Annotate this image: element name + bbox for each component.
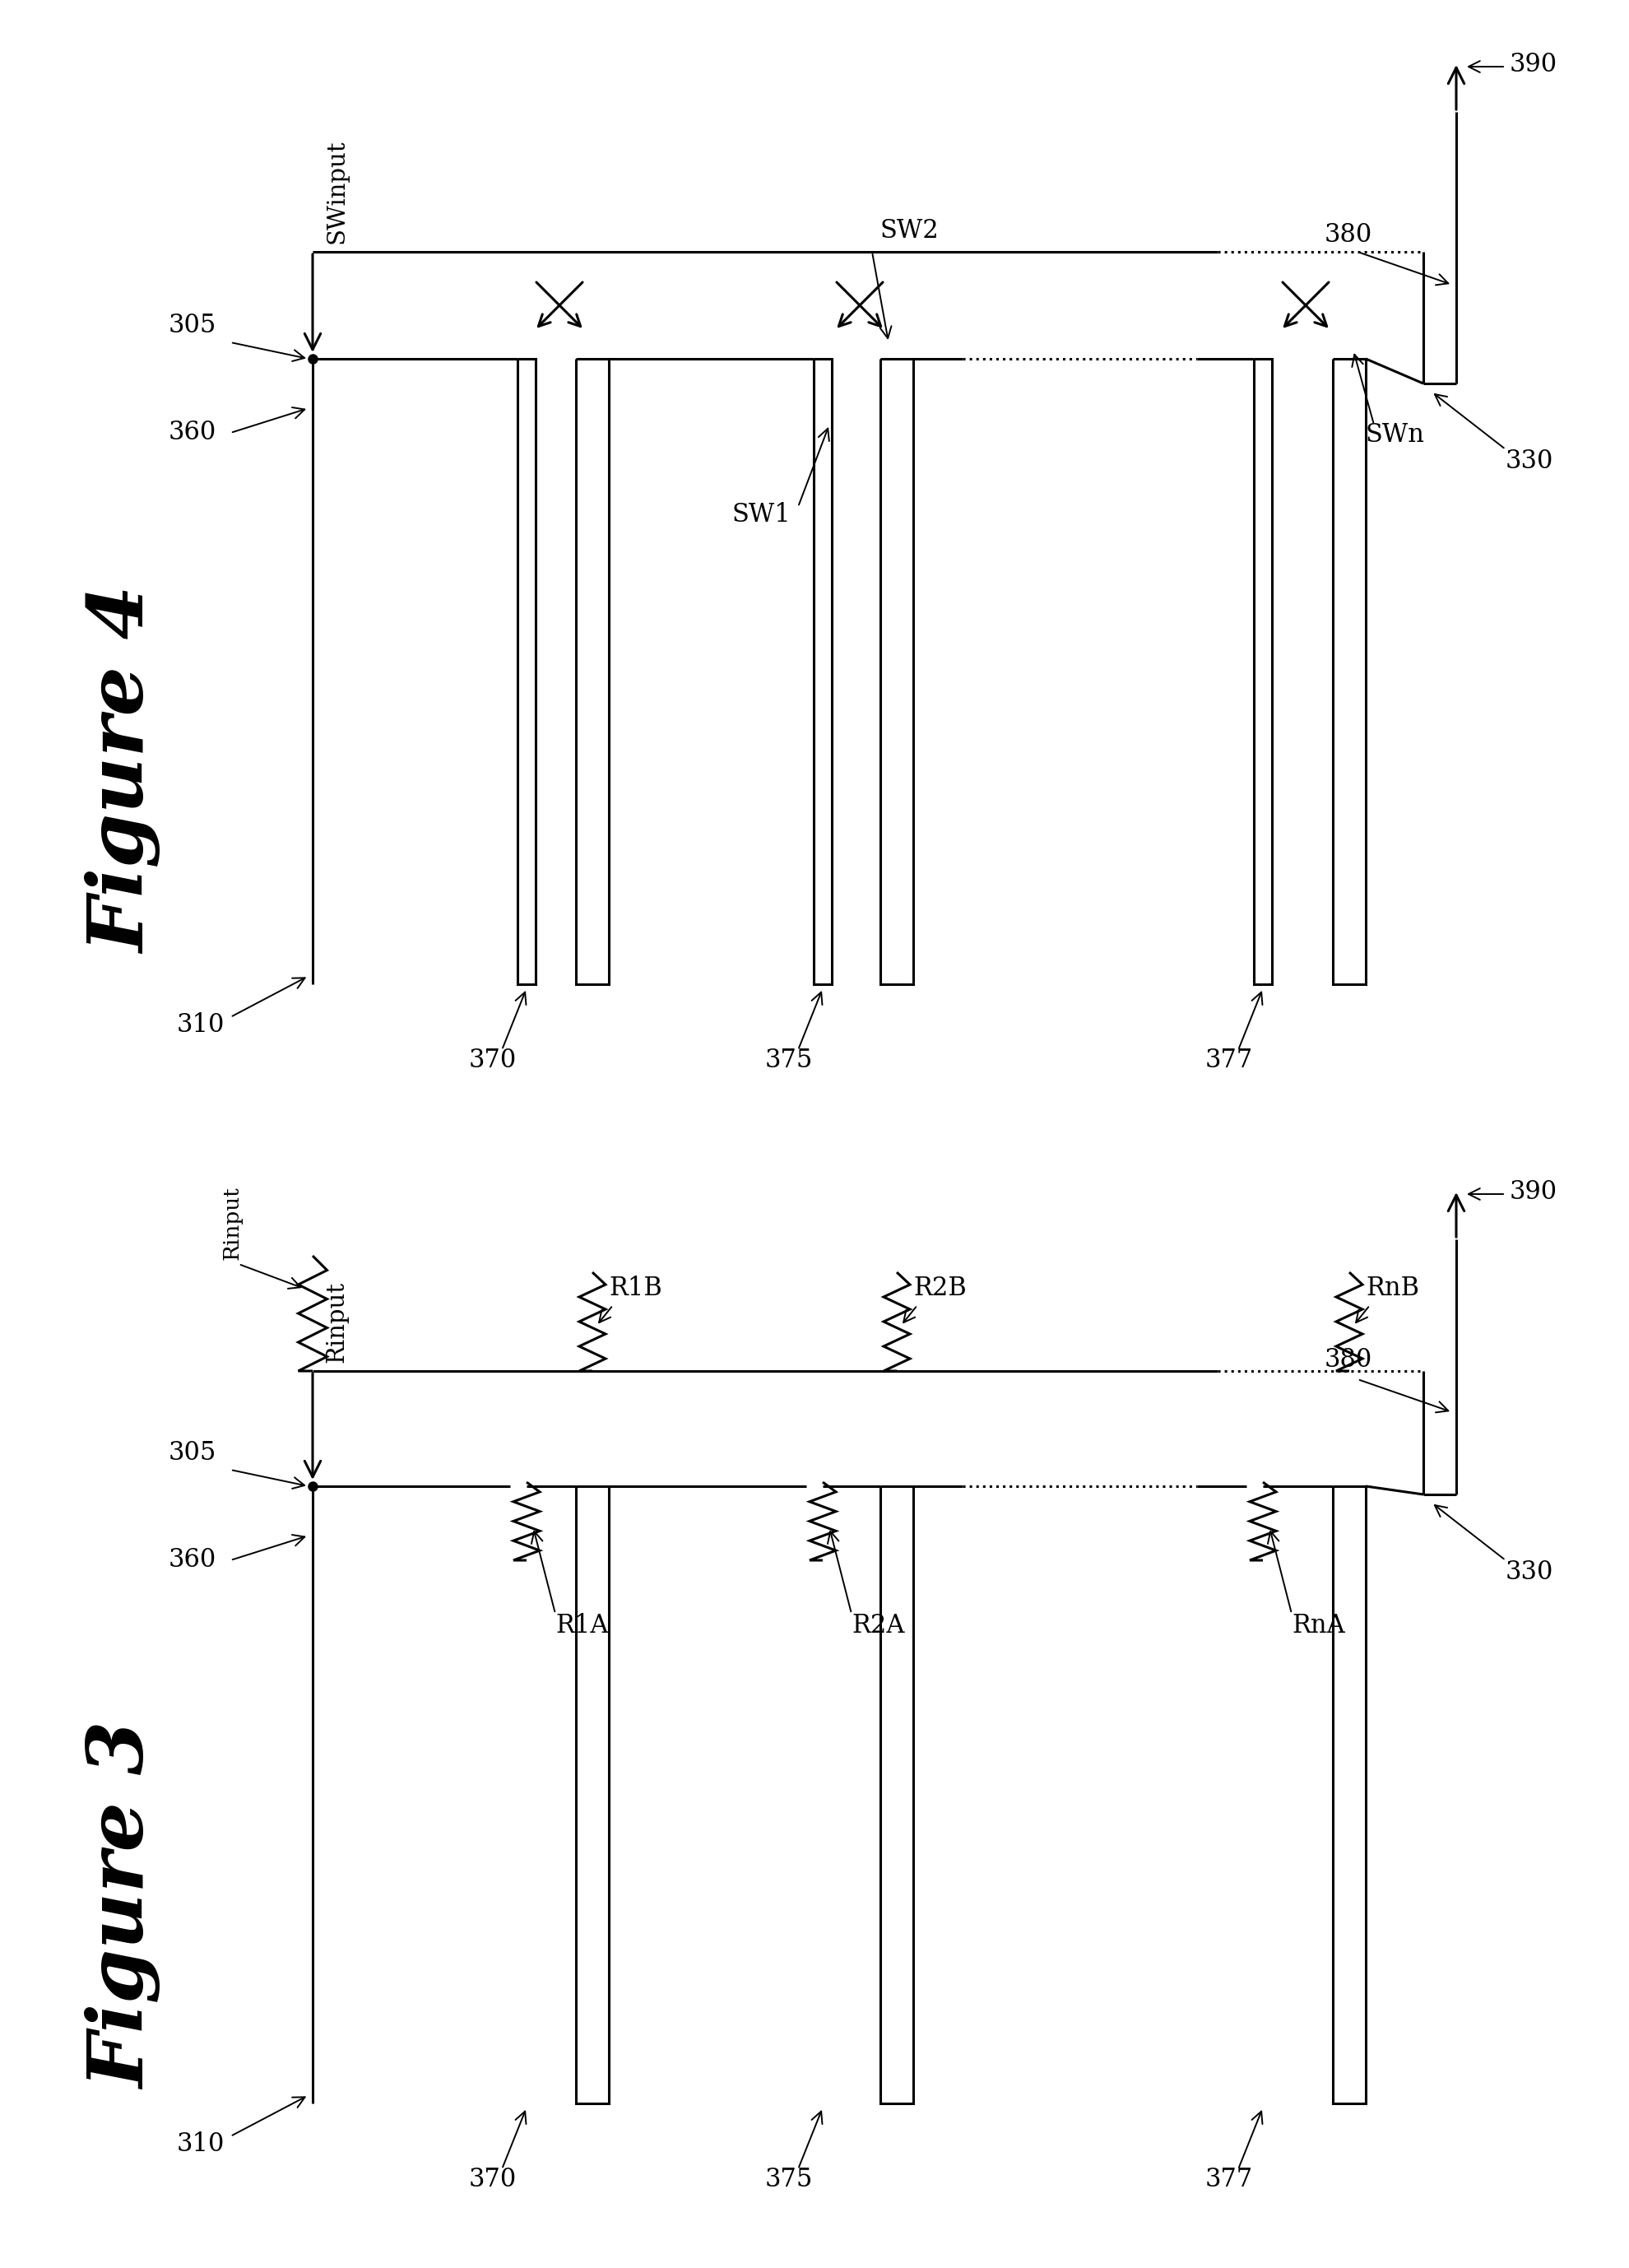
- Text: 330: 330: [1505, 1560, 1554, 1585]
- Text: 330: 330: [1505, 449, 1554, 474]
- Text: 375: 375: [766, 2166, 813, 2193]
- Text: SWn: SWn: [1365, 422, 1425, 447]
- Text: R1A: R1A: [555, 1613, 608, 1637]
- Text: 360: 360: [169, 420, 217, 445]
- Text: 370: 370: [469, 1048, 516, 1073]
- Text: 390: 390: [1510, 52, 1557, 77]
- Text: 390: 390: [1510, 1179, 1557, 1204]
- Text: 310: 310: [178, 2132, 225, 2157]
- Text: 360: 360: [169, 1547, 217, 1572]
- Text: R2B: R2B: [914, 1275, 966, 1302]
- Text: SW1: SW1: [731, 501, 792, 528]
- Text: SW2: SW2: [880, 218, 940, 243]
- Text: RnA: RnA: [1292, 1613, 1346, 1637]
- Text: Figure 3: Figure 3: [86, 1721, 161, 2089]
- Text: RnB: RnB: [1365, 1275, 1419, 1302]
- Text: 377: 377: [1205, 2166, 1253, 2193]
- Text: Rinput: Rinput: [324, 1281, 349, 1363]
- Text: 375: 375: [766, 1048, 813, 1073]
- Text: R1B: R1B: [609, 1275, 661, 1302]
- Text: Rinput: Rinput: [222, 1186, 243, 1261]
- Text: R2A: R2A: [852, 1613, 904, 1637]
- Text: 380: 380: [1324, 222, 1373, 247]
- Text: 310: 310: [178, 1012, 225, 1039]
- Text: 377: 377: [1205, 1048, 1253, 1073]
- Text: 370: 370: [469, 2166, 516, 2193]
- Text: 305: 305: [169, 313, 217, 338]
- Text: 305: 305: [169, 1440, 217, 1465]
- Text: 380: 380: [1324, 1347, 1373, 1372]
- Text: SWinput: SWinput: [324, 141, 349, 243]
- Text: Figure 4: Figure 4: [86, 587, 161, 955]
